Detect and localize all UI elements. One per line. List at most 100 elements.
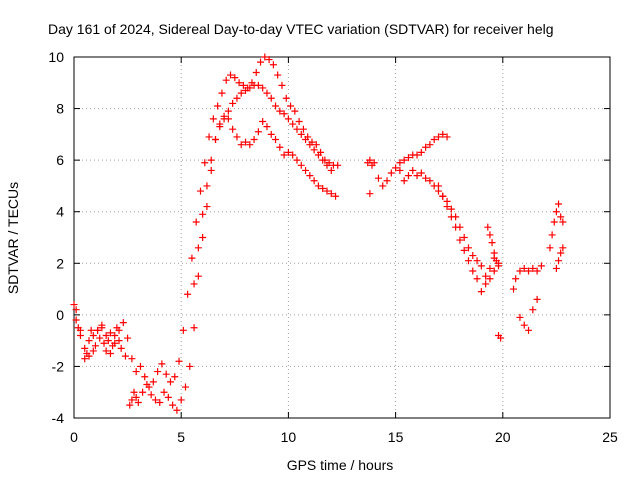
data-point bbox=[533, 295, 541, 303]
data-point bbox=[387, 169, 395, 177]
data-point bbox=[379, 182, 387, 190]
y-tick-label: -4 bbox=[52, 410, 65, 426]
y-tick-label: 6 bbox=[56, 152, 64, 168]
data-point bbox=[278, 81, 286, 89]
data-point bbox=[383, 177, 391, 185]
data-point bbox=[181, 383, 189, 391]
data-point bbox=[72, 306, 80, 314]
data-point bbox=[102, 331, 110, 339]
data-point bbox=[520, 264, 528, 272]
data-point bbox=[319, 156, 327, 164]
series-prn-track-h bbox=[510, 262, 545, 334]
data-point bbox=[289, 151, 297, 159]
data-point bbox=[516, 313, 524, 321]
series-prn-track-f bbox=[434, 182, 503, 296]
data-point bbox=[302, 166, 310, 174]
data-point bbox=[473, 275, 481, 283]
data-point bbox=[102, 347, 110, 355]
y-axis: -4 -2 0 2 4 6 8 10 bbox=[48, 49, 610, 426]
data-point bbox=[158, 360, 166, 368]
data-point bbox=[396, 159, 404, 167]
data-point bbox=[490, 249, 498, 257]
data-point bbox=[452, 223, 460, 231]
data-point bbox=[239, 81, 247, 89]
data-point bbox=[124, 334, 132, 342]
data-point bbox=[310, 177, 318, 185]
x-tick-label: 0 bbox=[70, 429, 78, 445]
data-point bbox=[246, 141, 254, 149]
x-axis: 0 5 10 15 20 25 bbox=[70, 57, 618, 445]
data-point bbox=[220, 115, 228, 123]
data-point bbox=[203, 182, 211, 190]
data-point bbox=[366, 190, 374, 198]
data-point bbox=[85, 337, 93, 345]
x-axis-label: GPS time / hours bbox=[287, 457, 394, 473]
series-prn-track-i bbox=[546, 200, 567, 272]
data-point bbox=[115, 326, 123, 334]
chart-title: Day 161 of 2024, Sidereal Day-to-day VTE… bbox=[48, 21, 554, 37]
data-point bbox=[190, 280, 198, 288]
data-point bbox=[272, 136, 280, 144]
data-point bbox=[89, 331, 97, 339]
data-point bbox=[235, 79, 243, 87]
data-point bbox=[272, 102, 280, 110]
data-point bbox=[426, 141, 434, 149]
data-point bbox=[287, 102, 295, 110]
y-tick-label: -2 bbox=[52, 358, 65, 374]
data-point bbox=[548, 231, 556, 239]
data-point bbox=[175, 357, 183, 365]
data-point bbox=[173, 406, 181, 414]
data-point bbox=[72, 316, 80, 324]
data-point bbox=[289, 120, 297, 128]
data-point bbox=[439, 192, 447, 200]
data-point bbox=[323, 187, 331, 195]
data-point bbox=[81, 355, 89, 363]
data-point bbox=[261, 53, 269, 61]
x-tick-label: 5 bbox=[177, 429, 185, 445]
data-point bbox=[400, 177, 408, 185]
data-point bbox=[237, 89, 245, 97]
data-point bbox=[212, 136, 220, 144]
data-point bbox=[87, 326, 95, 334]
data-point bbox=[233, 133, 241, 141]
data-point bbox=[482, 280, 490, 288]
data-point bbox=[552, 208, 560, 216]
data-point bbox=[520, 321, 528, 329]
data-point bbox=[229, 99, 237, 107]
x-tick-label: 20 bbox=[495, 429, 511, 445]
data-point bbox=[280, 151, 288, 159]
data-points bbox=[70, 53, 567, 414]
data-point bbox=[252, 68, 260, 76]
data-point bbox=[284, 148, 292, 156]
data-point bbox=[169, 401, 177, 409]
data-point bbox=[447, 205, 455, 213]
data-point bbox=[233, 94, 241, 102]
data-point bbox=[132, 393, 140, 401]
data-point bbox=[409, 166, 417, 174]
data-point bbox=[546, 244, 554, 252]
data-point bbox=[177, 396, 185, 404]
data-point bbox=[81, 344, 89, 352]
data-point bbox=[205, 133, 213, 141]
data-point bbox=[430, 136, 438, 144]
data-point bbox=[194, 244, 202, 252]
data-point bbox=[246, 84, 254, 92]
data-point bbox=[141, 373, 149, 381]
data-point bbox=[130, 388, 138, 396]
y-tick-label: 10 bbox=[48, 49, 64, 65]
data-point bbox=[488, 239, 496, 247]
data-point bbox=[214, 102, 222, 110]
data-point bbox=[392, 164, 400, 172]
data-point bbox=[439, 130, 447, 138]
data-point bbox=[417, 169, 425, 177]
data-point bbox=[306, 172, 314, 180]
series-prn-track-c bbox=[190, 81, 335, 288]
y-tick-label: 2 bbox=[56, 255, 64, 271]
data-point bbox=[314, 151, 322, 159]
data-point bbox=[117, 344, 125, 352]
data-point bbox=[111, 331, 119, 339]
data-point bbox=[293, 156, 301, 164]
data-point bbox=[70, 301, 78, 309]
data-point bbox=[134, 399, 142, 407]
x-tick-label: 25 bbox=[602, 429, 618, 445]
